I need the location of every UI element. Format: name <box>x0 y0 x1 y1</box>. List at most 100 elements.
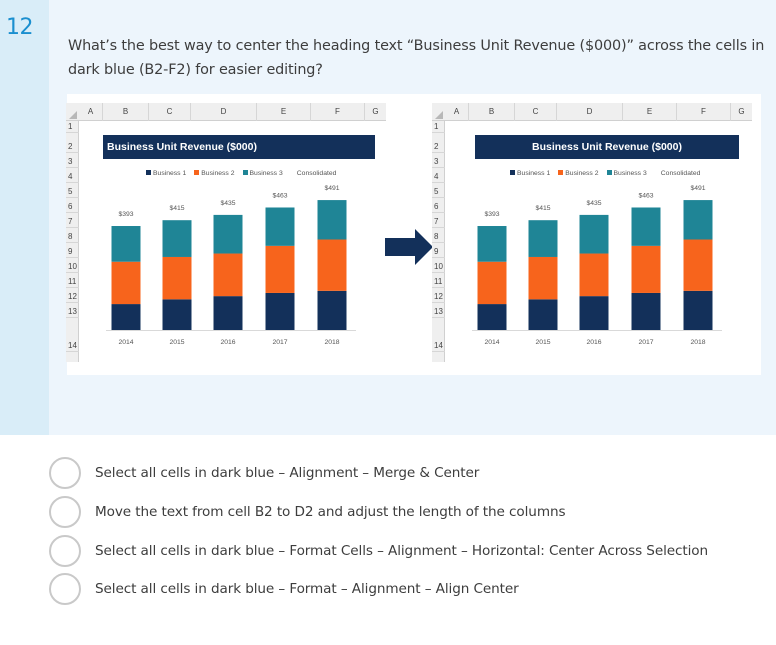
row-header-1[interactable]: 1 <box>66 121 79 133</box>
question-text: What’s the best way to center the headin… <box>68 38 765 78</box>
row-header-7[interactable]: 7 <box>432 213 445 228</box>
row-header-11[interactable]: 11 <box>432 273 445 288</box>
answer-option-d[interactable]: Select all cells in dark blue – Format –… <box>49 572 769 606</box>
row-header-column: 1 2 3 4 5 6 7 8 9 10 11 12 13 14 <box>66 121 79 362</box>
row-header-14[interactable]: 14 <box>66 318 79 352</box>
stacked-bar-chart: $393 2014 $415 2015 $435 2016 $463 2017 $491 2018 <box>106 185 356 346</box>
legend-label: Business 2 <box>565 170 599 177</box>
select-all-corner <box>66 103 79 121</box>
x-tick-label-2018: 2018 <box>324 339 339 346</box>
column-header-e[interactable]: E <box>257 103 311 121</box>
row-header-2[interactable]: 2 <box>66 133 79 153</box>
legend-swatch <box>146 170 151 175</box>
bar-2015-business-3 <box>528 220 558 257</box>
radio-button[interactable] <box>49 457 81 489</box>
bar-2018-business-3 <box>683 200 713 240</box>
row-header-10[interactable]: 10 <box>66 258 79 273</box>
row-header-10[interactable]: 10 <box>432 258 445 273</box>
x-tick-label-2014: 2014 <box>118 339 133 346</box>
legend-label: Business 1 <box>517 170 551 177</box>
row-header-9[interactable]: 9 <box>66 243 79 258</box>
x-tick-label-2015: 2015 <box>169 339 184 346</box>
bar-2016-business-1 <box>213 296 243 330</box>
answer-option-b[interactable]: Move the text from cell B2 to D2 and adj… <box>49 495 769 529</box>
row-header-11[interactable]: 11 <box>66 273 79 288</box>
bar-2017-business-1 <box>631 292 661 330</box>
data-label-total-2016: $435 <box>586 200 601 207</box>
chart-legend: Business 1 Business 2 Business 3 Consolidat… <box>510 170 708 182</box>
column-header-b[interactable]: B <box>103 103 149 121</box>
bar-2014-business-1 <box>111 304 141 330</box>
legend-swatch <box>194 170 200 175</box>
bar-2018-business-1 <box>683 290 713 330</box>
radio-button[interactable] <box>49 496 81 528</box>
legend-label: Business 3 <box>613 170 647 177</box>
stacked-bar-chart: $393 2014 $415 2015 $435 2016 $463 2017 $491 2018 <box>472 185 722 346</box>
legend-label: Business 1 <box>153 170 187 177</box>
radio-button[interactable] <box>49 535 81 567</box>
column-header-d[interactable]: D <box>557 103 623 121</box>
column-header-g[interactable]: G <box>372 107 379 116</box>
legend-item-business-3: Business 3 <box>242 170 283 177</box>
data-label-total-2017: $463 <box>638 192 653 199</box>
column-header-f[interactable]: F <box>311 103 365 121</box>
bar-2017-business-2 <box>631 245 661 293</box>
row-header-6[interactable]: 6 <box>432 198 445 213</box>
bar-2018-business-3 <box>317 200 347 240</box>
x-tick-label-2016: 2016 <box>220 339 235 346</box>
row-header-4[interactable]: 4 <box>66 168 79 183</box>
row-header-5[interactable]: 5 <box>432 183 445 198</box>
row-header-13[interactable]: 13 <box>432 303 445 318</box>
data-label-total-2014: $393 <box>118 211 133 218</box>
column-header-e[interactable]: E <box>623 103 677 121</box>
column-header-g[interactable]: G <box>738 107 745 116</box>
column-header-a[interactable]: A <box>79 103 103 121</box>
legend-item-consolidated: Consolidated <box>661 170 701 177</box>
row-header-3[interactable]: 3 <box>432 153 445 168</box>
row-header-14[interactable]: 14 <box>432 318 445 352</box>
row-header-1[interactable]: 1 <box>432 121 445 133</box>
row-header-3[interactable]: 3 <box>66 153 79 168</box>
column-header-d[interactable]: D <box>191 103 257 121</box>
column-header-f[interactable]: F <box>677 103 731 121</box>
bar-2015-business-3 <box>162 220 192 257</box>
row-header-12[interactable]: 12 <box>66 288 79 303</box>
answer-option-a[interactable]: Select all cells in dark blue – Alignmen… <box>49 456 769 490</box>
right-arrow-icon <box>385 229 433 265</box>
heading-cell-centered: Business Unit Revenue ($000) <box>475 135 739 159</box>
row-header-6[interactable]: 6 <box>66 198 79 213</box>
data-label-total-2016: $435 <box>220 200 235 207</box>
legend-label: Business 2 <box>201 170 235 177</box>
row-header-2[interactable]: 2 <box>432 133 445 153</box>
row-header-7[interactable]: 7 <box>66 213 79 228</box>
bar-2016-business-3 <box>579 214 609 254</box>
row-header-12[interactable]: 12 <box>432 288 445 303</box>
answer-option-c[interactable]: Select all cells in dark blue – Format C… <box>49 534 769 568</box>
column-header-c[interactable]: C <box>515 103 557 121</box>
row-header-8[interactable]: 8 <box>432 228 445 243</box>
column-header-c[interactable]: C <box>149 103 191 121</box>
answer-label: Select all cells in dark blue – Format –… <box>95 581 519 597</box>
radio-button[interactable] <box>49 573 81 605</box>
legend-swatch <box>606 170 612 175</box>
bar-2016-business-3 <box>213 214 243 254</box>
bar-2015-business-1 <box>528 299 558 330</box>
data-label-total-2014: $393 <box>484 211 499 218</box>
row-header-8[interactable]: 8 <box>66 228 79 243</box>
legend-item-consolidated: Consolidated <box>297 170 337 177</box>
row-header-9[interactable]: 9 <box>432 243 445 258</box>
select-all-corner <box>432 103 445 121</box>
row-header-5[interactable]: 5 <box>66 183 79 198</box>
row-header-column: 1 2 3 4 5 6 7 8 9 10 11 12 13 14 <box>432 121 445 362</box>
row-header-13[interactable]: 13 <box>66 303 79 318</box>
bar-2015-business-1 <box>162 299 192 330</box>
legend-swatch <box>510 170 515 175</box>
question-number: 12 <box>6 15 34 40</box>
column-header-b[interactable]: B <box>469 103 515 121</box>
column-header-a[interactable]: A <box>445 103 469 121</box>
bar-2016-business-1 <box>579 296 609 330</box>
row-header-4[interactable]: 4 <box>432 168 445 183</box>
x-tick-label-2014: 2014 <box>484 339 499 346</box>
